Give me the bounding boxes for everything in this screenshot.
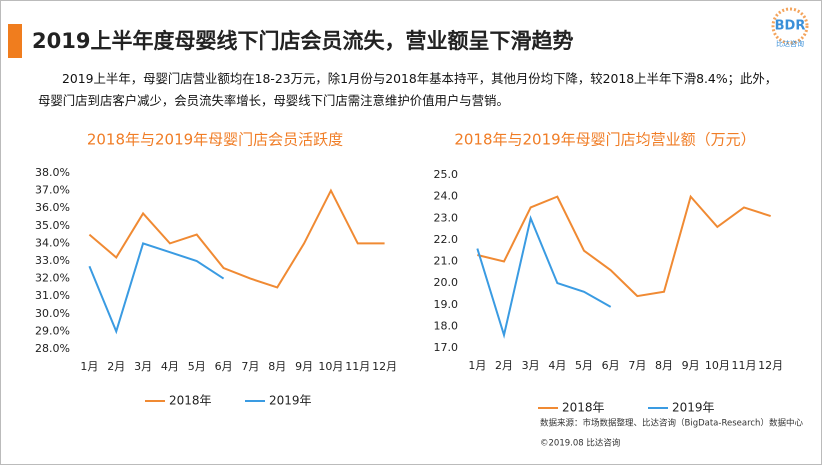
x-tick-label: 2月 [495, 359, 513, 372]
logo-ring [771, 7, 809, 45]
y-tick-label: 35.0% [35, 219, 70, 232]
y-tick-label: 37.0% [35, 184, 70, 197]
x-tick-label: 6月 [602, 359, 620, 372]
x-tick-label: 4月 [161, 360, 179, 373]
x-tick-label: 12月 [758, 359, 783, 372]
series-line [88, 188, 385, 289]
series-line [476, 214, 612, 339]
y-tick-label: 20.0 [434, 276, 459, 289]
title-bar [8, 24, 22, 58]
y-tick-label: 29.0% [35, 324, 70, 337]
logo: BDR [775, 19, 806, 34]
logo-subtext: 比达咨询 [776, 39, 804, 48]
y-tick-label: 28.0% [35, 342, 70, 355]
x-tick-label: 8月 [655, 359, 673, 372]
legend-label: 2019年 [269, 394, 312, 408]
x-tick-label: 2月 [107, 360, 125, 373]
series-line [88, 242, 225, 335]
y-tick-label: 17.0 [434, 341, 459, 354]
x-tick-label: 12月 [372, 360, 397, 373]
x-tick-label: 10月 [318, 360, 343, 373]
x-tick-label: 11月 [345, 360, 370, 373]
legend-label: 2019年 [672, 401, 715, 415]
x-tick-label: 7月 [241, 360, 259, 373]
y-tick-label: 32.0% [35, 272, 70, 285]
y-tick-label: 33.0% [35, 254, 70, 267]
paragraph: 2019上半年，母婴门店营业额均在18-23万元，除1月份与2018年基本持平，… [38, 71, 778, 108]
y-tick-label: 31.0% [35, 289, 70, 302]
x-tick-label: 10月 [705, 359, 730, 372]
x-tick-label: 3月 [522, 359, 540, 372]
y-tick-label: 34.0% [35, 236, 70, 249]
x-tick-label: 11月 [732, 359, 757, 372]
legend-label: 2018年 [169, 394, 212, 408]
y-tick-label: 19.0 [434, 298, 459, 311]
x-tick-label: 1月 [468, 359, 486, 372]
source: 数据来源：市场数据整理、比达咨询（BigData-Research）数据中心 [540, 418, 803, 429]
x-tick-label: 1月 [80, 360, 98, 373]
chart-title: 2018年与2019年母婴门店会员活跃度 [87, 131, 343, 149]
y-tick-label: 23.0 [434, 211, 459, 224]
x-tick-label: 9月 [682, 359, 700, 372]
x-tick-label: 5月 [188, 360, 206, 373]
chart-title: 2018年与2019年母婴门店均营业额（万元） [454, 131, 755, 149]
copyright: ©2019.08 比达咨询 [540, 438, 620, 449]
y-tick-label: 36.0% [35, 201, 70, 214]
series-line [477, 194, 771, 298]
y-tick-label: 22.0 [434, 233, 459, 246]
legend-label: 2018年 [562, 401, 605, 415]
x-tick-label: 6月 [215, 360, 233, 373]
y-tick-label: 21.0 [434, 255, 459, 268]
y-tick-label: 25.0 [434, 168, 459, 181]
x-tick-label: 3月 [134, 360, 152, 373]
x-tick-label: 8月 [268, 360, 286, 373]
x-tick-label: 9月 [295, 360, 313, 373]
y-tick-label: 30.0% [35, 307, 70, 320]
x-tick-label: 7月 [628, 359, 646, 372]
page-title: 2019上半年度母婴线下门店会员流失，营业额呈下滑趋势 [32, 29, 573, 53]
y-tick-label: 18.0 [434, 319, 459, 332]
y-tick-label: 24.0 [434, 190, 459, 203]
x-tick-label: 4月 [548, 359, 566, 372]
y-tick-label: 38.0% [35, 166, 70, 179]
x-tick-label: 5月 [575, 359, 593, 372]
